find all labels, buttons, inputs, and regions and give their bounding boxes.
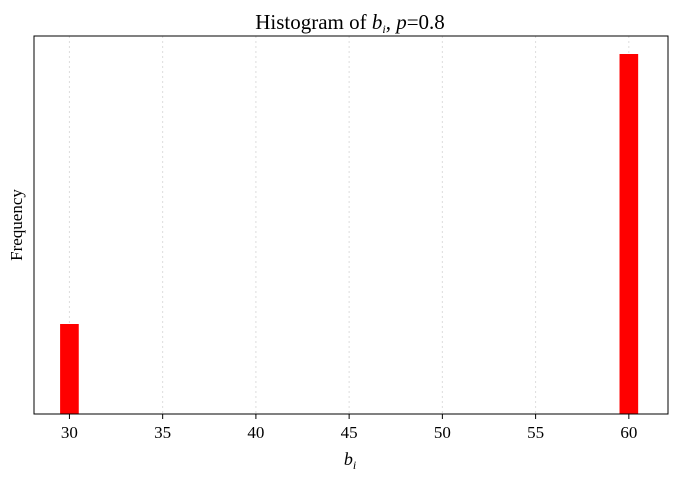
title-prefix: Histogram of [255,10,372,34]
plot-frame [33,35,669,415]
x-tick-label-60: 60 [620,423,637,442]
x-tick-label-45: 45 [341,423,358,442]
y-axis-label: Frequency [7,189,26,261]
x-ticks: 30 35 40 45 50 55 60 [61,414,637,442]
title-variable-subscript: i [382,22,385,36]
title-separator: , [386,10,397,34]
chart-title: Histogram of bi, p=0.8 [255,10,445,36]
title-variable: b [372,10,383,34]
x-tick-label-55: 55 [527,423,544,442]
x-tick-label-50: 50 [434,423,451,442]
histogram-bar-1 [619,54,639,414]
title-parameter-value: =0.8 [407,10,445,34]
x-axis-label-base: b [344,449,353,469]
histogram-bar-0 [60,324,79,414]
x-tick-label-40: 40 [247,423,264,442]
x-axis-label-subscript: i [353,458,356,472]
title-parameter: p [394,10,407,34]
x-tick-label-30: 30 [61,423,78,442]
bars [60,54,639,414]
x-tick-label-35: 35 [154,423,171,442]
x-axis-label: bi [344,449,356,472]
